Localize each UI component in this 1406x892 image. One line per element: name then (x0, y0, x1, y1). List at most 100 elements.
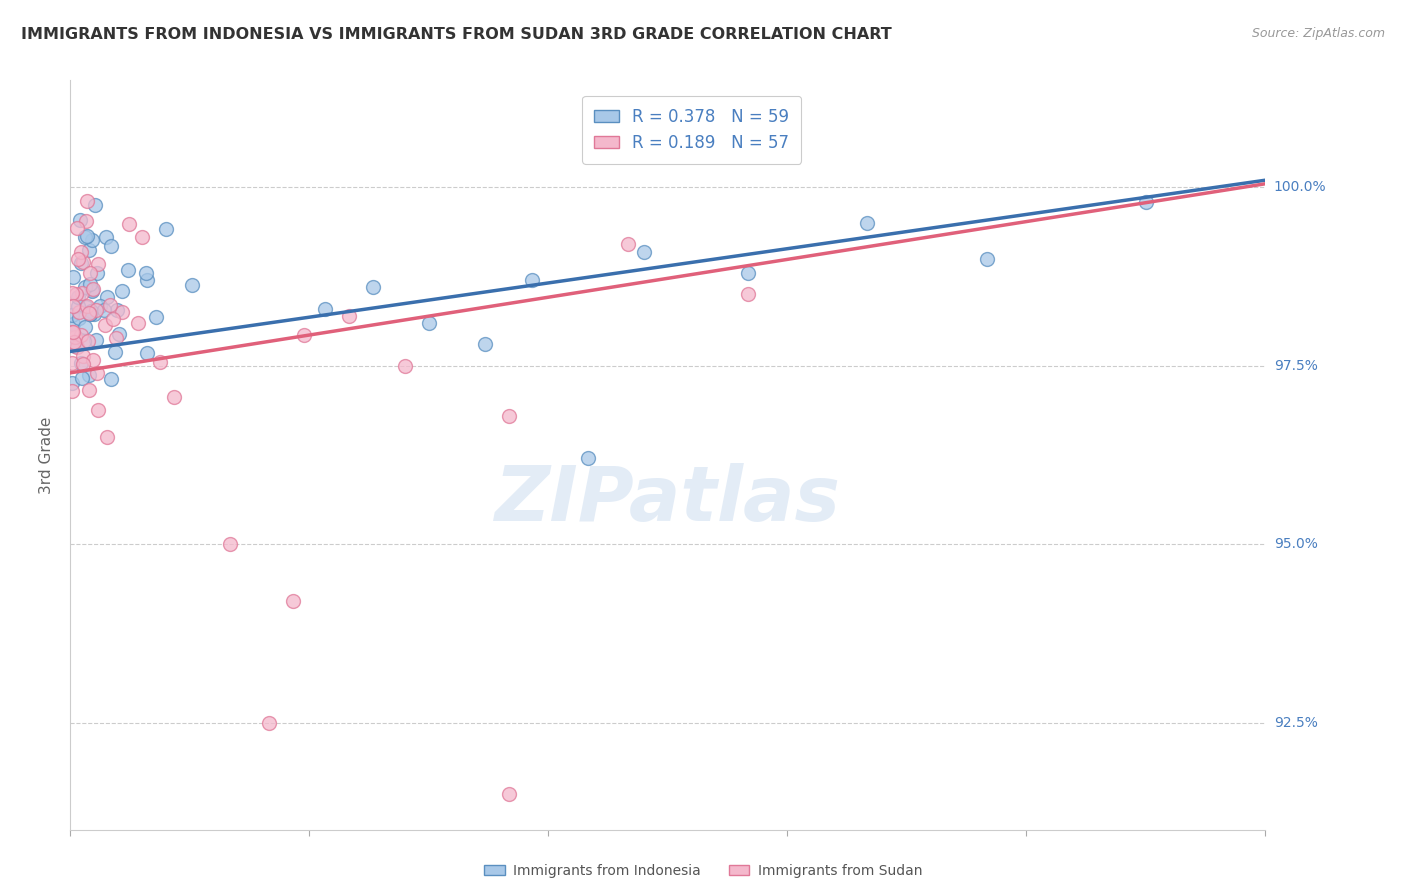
Point (118, 217, 141, 231)
Point (60, 355, 83, 369)
Point (84, 333, 107, 347)
Point (145, 310, 167, 325)
Point (94, 230, 117, 244)
Point (976, 252, 998, 266)
Point (94, 318, 117, 332)
Point (103, 345, 125, 359)
Point (82, 282, 104, 296)
Point (96, 430, 118, 444)
Point (77, 383, 100, 397)
Point (418, 316, 440, 330)
Point (82, 285, 104, 299)
Point (135, 273, 157, 287)
Point (107, 326, 129, 341)
Point (259, 715, 281, 730)
Point (361, 280, 384, 294)
Point (72, 370, 94, 384)
Point (79, 307, 101, 321)
Point (135, 266, 157, 280)
Point (73, 319, 96, 334)
Text: Source: ZipAtlas.com: Source: ZipAtlas.com (1251, 27, 1385, 40)
Point (111, 284, 134, 298)
Point (79, 244, 101, 258)
Point (135, 345, 157, 359)
Point (737, 287, 759, 301)
Point (82, 352, 104, 367)
Text: 92.5%: 92.5% (1274, 715, 1317, 730)
Legend: Immigrants from Indonesia, Immigrants from Sudan: Immigrants from Indonesia, Immigrants fr… (477, 857, 929, 885)
Point (498, 787, 520, 801)
Point (86, 366, 108, 380)
Point (93, 302, 115, 317)
Text: 95.0%: 95.0% (1274, 537, 1317, 551)
Point (66, 340, 89, 354)
Point (66, 299, 89, 313)
Text: ZIPatlas: ZIPatlas (495, 463, 841, 537)
Point (105, 302, 128, 317)
Point (155, 221, 177, 235)
Point (84, 303, 107, 318)
Point (77, 368, 100, 382)
Point (337, 309, 360, 323)
Point (77, 334, 100, 348)
Point (66, 221, 89, 235)
Legend: R = 0.378   N = 59, R = 0.189   N = 57: R = 0.378 N = 59, R = 0.189 N = 57 (582, 96, 801, 164)
Point (1135, 194, 1157, 209)
Point (101, 311, 124, 326)
Point (76, 299, 98, 313)
Point (69, 212, 91, 227)
Point (75, 300, 97, 314)
Text: 100.0%: 100.0% (1274, 180, 1326, 194)
Point (72, 255, 94, 269)
Point (127, 316, 149, 330)
Point (63, 339, 86, 353)
Point (633, 244, 655, 259)
Point (73, 334, 96, 348)
Point (522, 273, 544, 287)
Point (218, 537, 240, 551)
Point (110, 305, 132, 319)
Point (283, 594, 305, 608)
Point (100, 372, 122, 386)
Point (87, 402, 110, 417)
Point (96, 290, 118, 304)
Point (62, 308, 84, 322)
Point (104, 331, 127, 345)
Point (76, 194, 98, 208)
Point (70, 285, 93, 300)
Point (79, 266, 101, 280)
Point (62, 270, 84, 285)
Point (63, 335, 86, 350)
Point (67, 305, 90, 319)
Point (100, 239, 122, 253)
Point (474, 337, 496, 351)
Point (67, 252, 90, 266)
Text: IMMIGRANTS FROM INDONESIA VS IMMIGRANTS FROM SUDAN 3RD GRADE CORRELATION CHART: IMMIGRANTS FROM INDONESIA VS IMMIGRANTS … (21, 27, 891, 42)
Point (65, 286, 87, 301)
Point (89, 299, 111, 313)
Point (576, 451, 599, 466)
Point (67, 310, 90, 325)
Point (72, 357, 94, 371)
Point (149, 355, 172, 369)
Point (63, 329, 86, 343)
Point (75, 230, 97, 244)
Point (737, 266, 759, 280)
Point (314, 301, 336, 316)
Point (79, 307, 101, 321)
Point (70, 328, 93, 343)
Point (76, 229, 98, 244)
Point (84, 198, 107, 212)
Point (62, 299, 84, 313)
Point (60, 326, 83, 340)
Y-axis label: 3rd Grade: 3rd Grade (38, 417, 53, 493)
Point (117, 263, 139, 277)
Point (80, 303, 103, 318)
Point (66, 290, 89, 304)
Point (82, 283, 104, 297)
Point (72, 349, 94, 363)
Point (83, 307, 105, 321)
Point (73, 280, 96, 294)
Point (79, 277, 101, 291)
Point (62, 326, 84, 340)
